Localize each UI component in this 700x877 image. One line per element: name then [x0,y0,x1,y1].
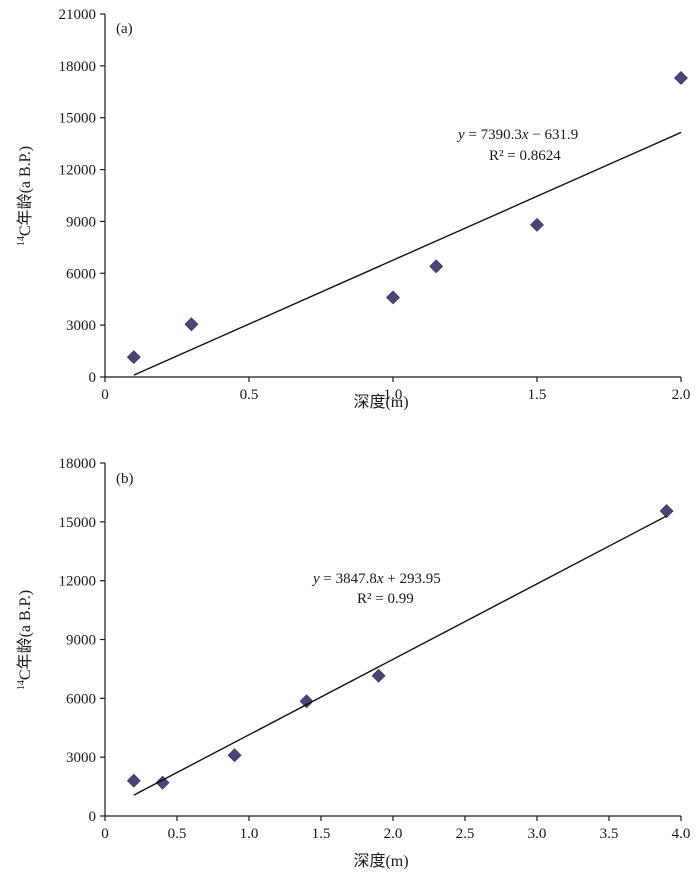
data-point-marker [429,259,444,274]
chart-panel-b: (b) 深度(m) 14C年龄(a B.P.) 0 0.5 1.0 1.5 2.0 2.5… [16,456,690,870]
y-axis-title-superscript: 14 [16,680,27,690]
equation-x-var: x [376,571,384,587]
equation-x-var: x [521,127,529,143]
y-axis-title: 14C年龄(a B.P.) [16,146,34,246]
trendline-group [133,515,667,796]
y-tick-label: 0 [89,809,97,825]
y-tick-label: 3000 [66,750,96,766]
axis-ticks: 0 0.5 1.0 1.5 2.0 0 3000 6000 9000 12000 15000 1800… [59,7,691,403]
regression-equation: y = 7390.3x − 631.9 [456,127,578,143]
x-tick-label: 3.0 [528,826,547,842]
y-tick-label: 6000 [66,691,96,707]
y-tick-label: 0 [89,370,97,386]
y-axis-title-text: C年龄(a B.P.) [16,590,34,680]
x-tick-label: 0.5 [168,826,187,842]
chart-panel-a: (a) 深度(m) 14C年龄(a B.P.) 0 0.5 1.0 1.5 2.0 0 30… [16,7,690,411]
y-tick-label: 18000 [59,59,97,75]
y-tick-label: 12000 [59,574,97,590]
equation-middle: = 7390.3 [465,127,522,143]
x-tick-label: 0 [101,387,109,403]
data-point-marker [659,504,674,518]
equation-tail: − 631.9 [529,127,579,143]
y-tick-label: 6000 [66,266,96,282]
regression-equation: y = 3847.8x + 293.95 [311,571,441,587]
data-point-marker [386,290,400,305]
y-tick-label: 21000 [59,7,97,23]
data-points [126,504,674,790]
data-point-marker [371,668,386,683]
panel-label: (b) [116,471,134,487]
data-point-marker [126,350,141,365]
y-axis-title: 14C年龄(a B.P.) [16,590,34,690]
r-squared: R² = 0.8624 [489,148,561,164]
data-point-marker [530,217,544,232]
equation-y-var: y [311,571,320,587]
x-tick-label: 2.0 [384,826,403,842]
y-tick-label: 9000 [66,633,96,649]
x-tick-label: 3.5 [600,826,619,842]
x-tick-label: 1.0 [384,387,403,403]
r-squared: R² = 0.99 [357,591,414,607]
data-point-marker [126,773,141,788]
data-point-marker [299,694,314,709]
x-tick-label: 4.0 [672,826,691,842]
panel-label: (a) [116,21,133,37]
y-tick-label: 15000 [59,515,97,531]
data-points [126,71,688,365]
axis-ticks: 0 0.5 1.0 1.5 2.0 2.5 3.0 3.5 4.0 0 3000 6000 9000 12… [59,456,691,842]
x-tick-label: 1.5 [312,826,331,842]
y-tick-label: 9000 [66,214,96,230]
y-tick-label: 15000 [59,111,97,127]
y-axis-title-text: C年龄(a B.P.) [16,146,34,236]
data-point-marker [184,317,199,332]
y-axis-title-superscript: 14 [16,236,27,246]
x-axis-title: 深度(m) [353,393,408,411]
data-point-marker [674,71,688,85]
y-tick-label: 3000 [66,318,96,334]
equation-tail: + 293.95 [384,571,441,587]
data-point-marker [227,748,242,763]
trendline-group [133,131,682,376]
x-tick-label: 1.0 [240,826,259,842]
y-tick-label: 18000 [59,456,97,472]
x-tick-label: 0 [101,826,109,842]
x-axis-title: 深度(m) [353,852,408,870]
equation-y-var: y [456,127,465,143]
trendline [133,515,667,796]
trendline [133,131,682,376]
data-point-marker [155,775,170,790]
x-tick-label: 2.0 [672,387,691,403]
x-tick-label: 0.5 [240,387,259,403]
x-tick-label: 1.5 [528,387,547,403]
y-tick-label: 12000 [59,163,97,179]
equation-middle: = 3847.8 [320,571,377,587]
x-tick-label: 2.5 [456,826,475,842]
